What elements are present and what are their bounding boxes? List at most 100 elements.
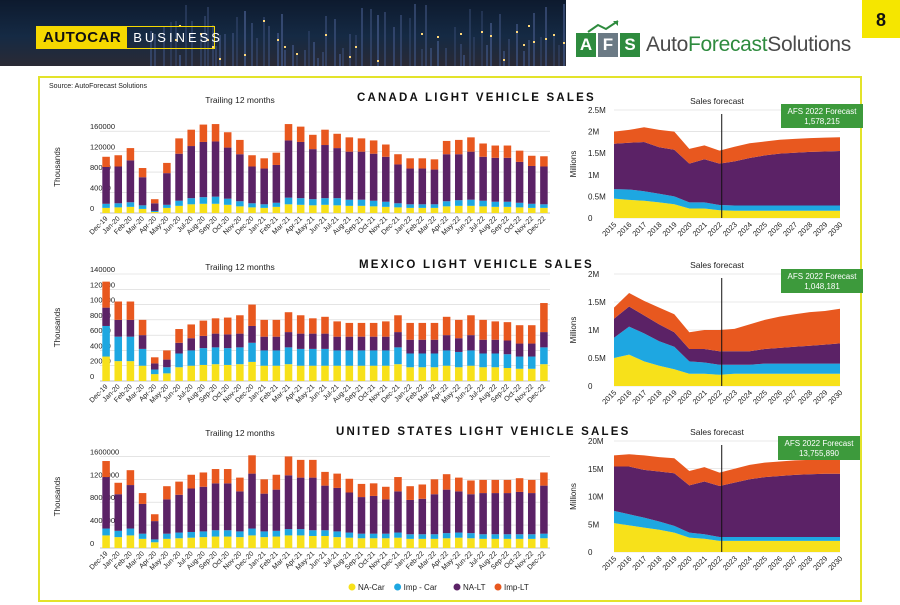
bar-segment-imp-car — [527, 534, 536, 539]
bar-segment-na-lt — [309, 333, 317, 349]
bar-segment-na-lt — [345, 151, 354, 200]
x-tick-label: 2019 — [661, 220, 679, 238]
afs-letter-a: A — [576, 33, 596, 57]
y-tick-label: 2M — [588, 128, 599, 137]
bar-segment-na-lt — [223, 147, 232, 199]
forecast-annotation-value: 1,048,181 — [804, 282, 840, 291]
bar-segment-na-lt — [357, 497, 366, 534]
city-banner: AUTOCAR BUSINESS — [0, 0, 566, 66]
bar-segment-na-car — [382, 365, 390, 381]
bar-segment-na-car — [491, 206, 500, 213]
bar-segment-imp-lt — [321, 316, 329, 334]
x-tick-label: 2018 — [645, 554, 663, 572]
bar-segment-na-lt — [369, 495, 378, 534]
bar-segment-imp-car — [321, 348, 329, 366]
bar-segment-imp-lt — [138, 168, 147, 178]
bar-segment-na-lt — [163, 359, 171, 368]
bar-segment-imp-car — [175, 353, 183, 368]
bar-segment-imp-car — [369, 200, 378, 207]
bar-segment-na-car — [187, 204, 195, 213]
bar-segment-imp-lt — [321, 471, 329, 486]
bar-segment-imp-car — [309, 199, 317, 206]
bar-segment-na-car — [211, 364, 220, 381]
bar-segment-na-lt — [272, 336, 281, 351]
bar-segment-imp-car — [357, 350, 366, 366]
afs-letter-s: S — [620, 33, 640, 57]
bar-segment-na-lt — [357, 336, 366, 351]
bar-segment-imp-lt — [150, 514, 159, 522]
bar-segment-imp-car — [248, 342, 256, 362]
bar-segment-na-lt — [442, 489, 451, 534]
y-tick-label: 10M — [588, 493, 604, 502]
x-tick-label: 2023 — [721, 220, 739, 238]
bar-segment-imp-lt — [394, 154, 402, 165]
bar-segment-na-car — [187, 365, 195, 381]
bar-segment-na-car — [126, 535, 135, 548]
x-tick-label: 2029 — [811, 388, 829, 406]
bar-segment-na-car — [260, 365, 268, 381]
bar-segment-imp-car — [357, 199, 366, 206]
bar-segment-na-car — [382, 538, 390, 548]
bar-segment-imp-car — [369, 533, 378, 539]
bar-segment-na-lt — [187, 488, 195, 532]
bar-segment-imp-car — [345, 532, 354, 538]
legend-swatch — [494, 583, 502, 591]
bar-segment-na-lt — [223, 483, 232, 531]
bar-segment-na-lt — [333, 487, 341, 532]
bar-segment-na-lt — [260, 493, 268, 532]
bar-segment-imp-car — [442, 350, 451, 366]
bar-segment-imp-lt — [199, 472, 208, 487]
bar-segment-na-car — [138, 538, 147, 548]
y-tick-label: 1600000 — [90, 447, 119, 456]
bar-segment-na-car — [102, 356, 110, 381]
y-tick-label: 0 — [90, 372, 94, 381]
bar-segment-na-lt — [357, 151, 366, 200]
bar-segment-imp-lt — [138, 493, 147, 504]
bar-segment-na-lt — [126, 319, 135, 337]
y-tick-label: 40000 — [90, 184, 111, 193]
bar-segment-na-lt — [284, 475, 293, 530]
bar-segment-na-car — [430, 367, 439, 381]
bar-segment-na-car — [515, 368, 524, 381]
bar-segment-na-car — [284, 204, 293, 213]
area-na-car — [614, 354, 840, 386]
bar-segment-imp-car — [394, 203, 402, 208]
bar-segment-imp-lt — [296, 126, 305, 142]
bar-segment-imp-car — [467, 199, 475, 206]
bar-segment-imp-lt — [345, 478, 354, 493]
x-tick-label: 2019 — [661, 554, 679, 572]
bar-segment-imp-lt — [248, 304, 256, 326]
bar-segment-na-lt — [211, 333, 220, 348]
bar-segment-na-lt — [272, 164, 281, 203]
bar-segment-na-car — [418, 538, 427, 548]
bar-segment-na-car — [467, 205, 475, 213]
x-tick-label: 2020 — [676, 220, 694, 238]
bar-segment-imp-lt — [126, 301, 135, 320]
bar-segment-imp-lt — [357, 322, 366, 337]
bar-segment-imp-lt — [479, 319, 487, 340]
bar-segment-imp-car — [406, 353, 414, 368]
x-tick-label: 2020 — [676, 388, 694, 406]
charts-panel — [38, 76, 862, 602]
bar-segment-na-lt — [430, 339, 439, 354]
bar-segment-imp-car — [491, 353, 500, 368]
y-tick-label: 0 — [588, 382, 593, 391]
x-tick-label: 2028 — [796, 220, 814, 238]
bar-segment-imp-car — [296, 198, 305, 205]
area-na-lt — [614, 306, 840, 365]
bar-segment-imp-car — [442, 533, 451, 539]
bar-segment-na-lt — [211, 483, 220, 531]
afs-company-name: AutoForecastSolutions — [646, 33, 851, 57]
bar-segment-imp-car — [223, 198, 232, 205]
bar-segment-na-lt — [236, 333, 244, 348]
bar-segment-na-car — [296, 365, 305, 381]
bar-segment-imp-lt — [369, 483, 378, 496]
bar-segment-imp-lt — [479, 479, 487, 494]
bar-segment-imp-lt — [442, 140, 451, 155]
bar-segment-na-car — [345, 205, 354, 213]
bar-segment-imp-lt — [406, 158, 414, 169]
forecast-annotation-value: 13,755,890 — [799, 449, 840, 458]
legend-swatch — [348, 583, 356, 591]
bar-segment-na-lt — [491, 157, 500, 202]
